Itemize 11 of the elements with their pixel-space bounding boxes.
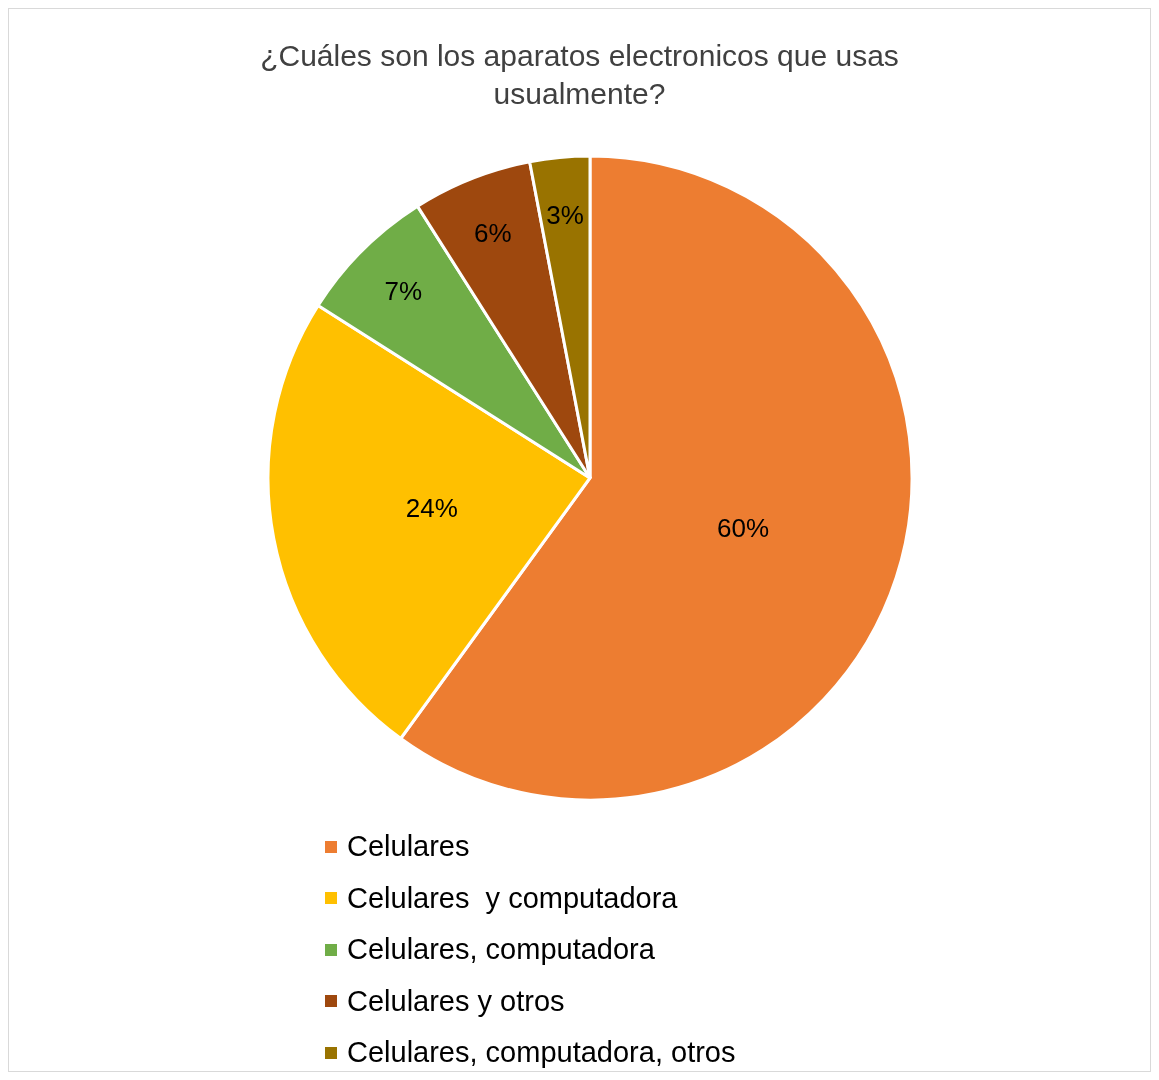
data-label: 6%: [474, 217, 512, 248]
legend-label: Celulares, computadora: [347, 933, 655, 967]
data-label: 7%: [384, 276, 423, 307]
data-label: 3%: [546, 200, 584, 231]
legend-label: Celulares y computadora: [347, 881, 678, 915]
legend-label: Celulares: [347, 830, 470, 864]
legend-label: Celulares, computadora, otros: [347, 1036, 736, 1070]
chart-title: ¿Cuáles son los aparatos electronicos que usas usualmente?: [259, 38, 900, 112]
legend-label: Celulares y otros: [347, 984, 565, 1018]
data-label: 60%: [717, 512, 770, 543]
data-label: 24%: [405, 493, 458, 524]
